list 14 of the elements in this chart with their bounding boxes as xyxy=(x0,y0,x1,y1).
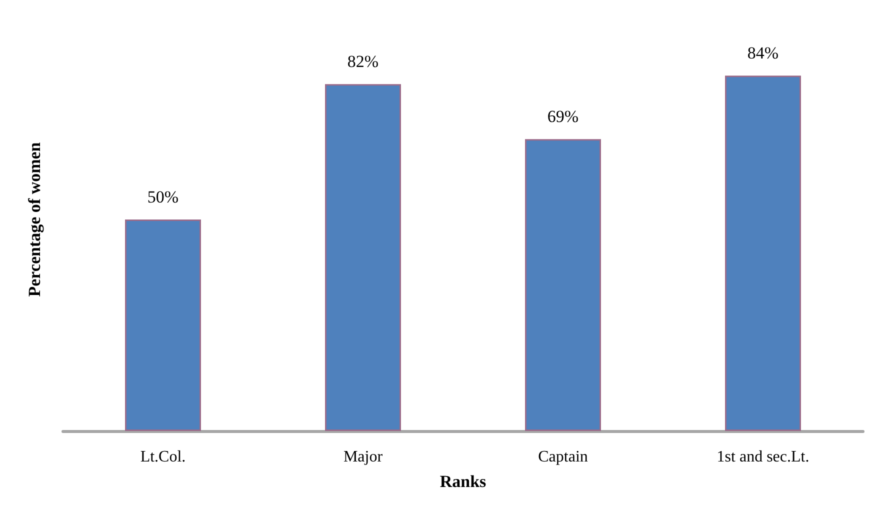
data-label: 69% xyxy=(547,107,579,126)
x-tick-label: Major xyxy=(343,448,384,466)
x-tick-label: Captain xyxy=(538,448,588,466)
bar xyxy=(125,220,201,431)
data-label: 50% xyxy=(147,188,179,206)
x-axis-title: Ranks xyxy=(440,472,487,491)
x-tick-label: 1st and sec.Lt. xyxy=(716,448,810,466)
bar xyxy=(525,139,601,431)
bar xyxy=(325,84,401,431)
y-axis-title: Percentage of women xyxy=(25,142,44,297)
data-label: 84% xyxy=(747,44,779,63)
data-label: 82% xyxy=(347,52,379,72)
x-tick-label: Lt.Col. xyxy=(140,448,186,466)
bar xyxy=(725,76,801,431)
